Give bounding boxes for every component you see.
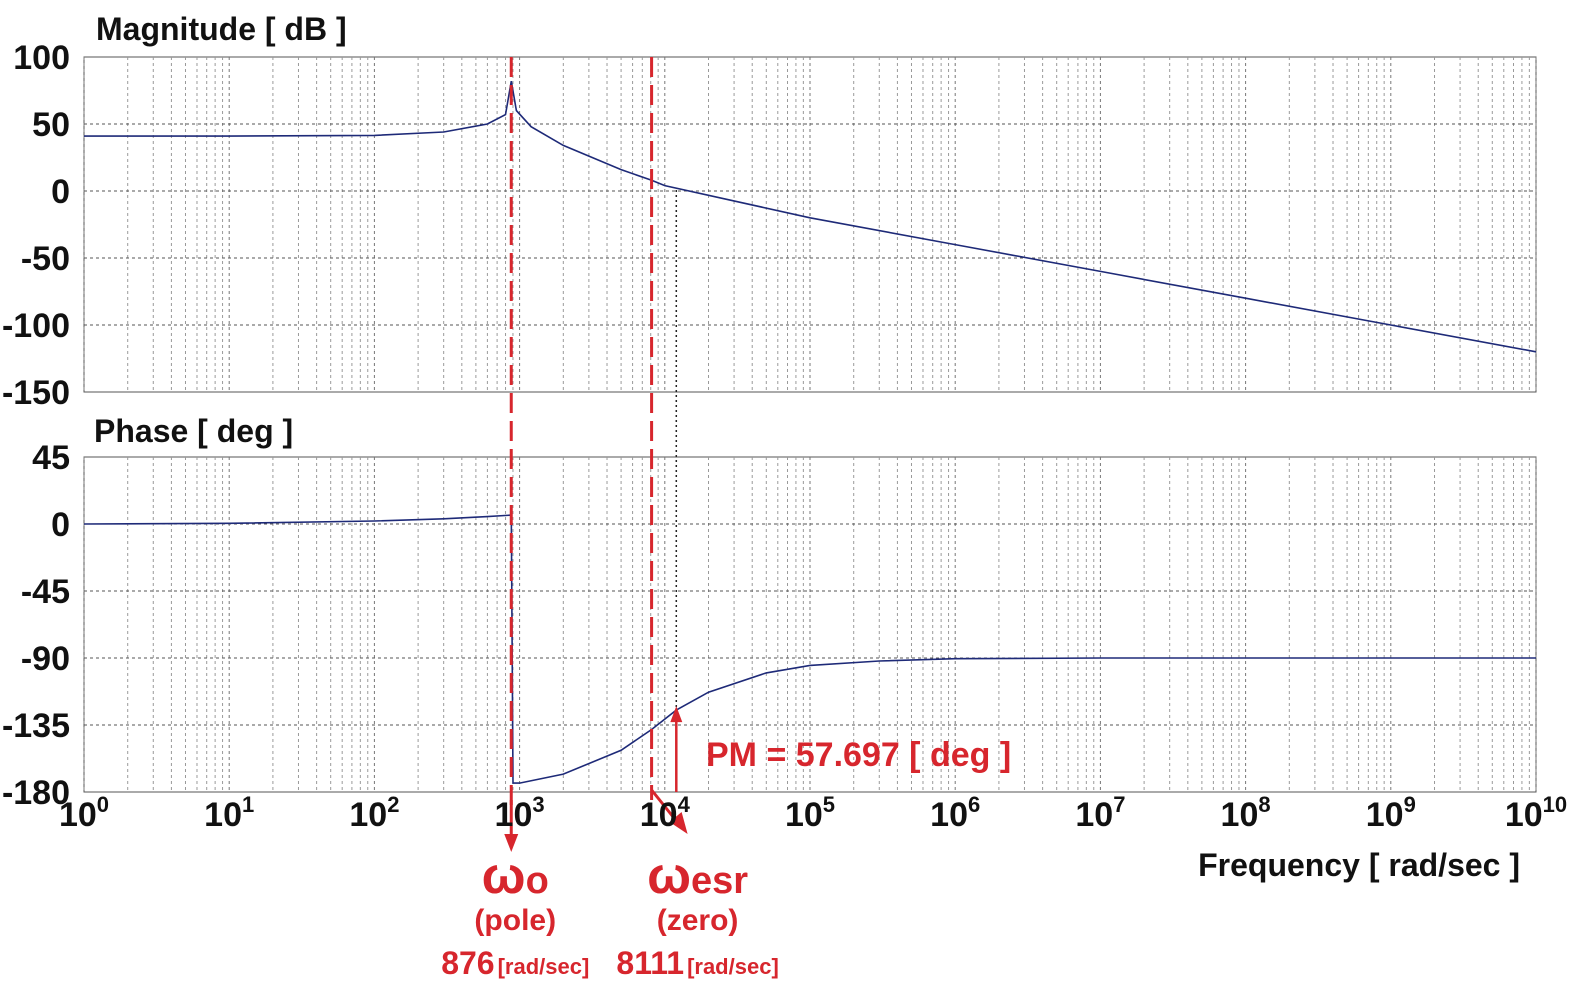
x-tick-base: 10: [1221, 796, 1259, 834]
zero-omega-symbol: ω: [647, 847, 691, 905]
pole-omega-symbol: ω: [482, 847, 526, 905]
pole-value: 876: [441, 945, 494, 981]
grid-layer: [83, 56, 1537, 793]
phase-y-tick-label: -180: [2, 774, 70, 812]
x-tick-exponent: 1: [242, 792, 254, 817]
x-tick-base: 10: [930, 796, 968, 834]
x-tick-label: 104: [640, 792, 691, 834]
x-tick-exponent: 0: [97, 792, 109, 817]
x-tick-exponent: 4: [678, 792, 691, 817]
phase-series-line: [83, 514, 1536, 784]
x-tick-base: 10: [349, 796, 387, 834]
zero-value-label: 8111 [rad/sec]: [616, 945, 778, 981]
magnitude-y-tick-label: 0: [51, 173, 70, 211]
x-tick-base: 10: [59, 796, 97, 834]
zero-unit: [rad/sec]: [687, 954, 779, 979]
magnitude-series-line: [84, 80, 1537, 353]
x-tick-label: 103: [495, 792, 545, 834]
x-tick-label: 105: [785, 792, 835, 834]
phase-margin-label: PM = 57.697 [ deg ]: [706, 736, 1011, 774]
magnitude-y-tick-label: -150: [2, 374, 70, 412]
x-tick-exponent: 8: [1258, 792, 1270, 817]
x-tick-base: 10: [785, 796, 823, 834]
magnitude-y-tick-label: -100: [2, 307, 70, 345]
magnitude-y-tick-label: 50: [32, 106, 70, 144]
magnitude-y-tick-label: 100: [13, 39, 70, 77]
phase-title: Phase [ deg ]: [94, 413, 293, 449]
text-layer: Magnitude [ dB ] Phase [ deg ] Frequency…: [2, 11, 1567, 981]
magnitude-y-tick-label: -50: [21, 240, 70, 278]
zero-value: 8111: [616, 945, 684, 981]
x-tick-label: 1010: [1505, 792, 1567, 834]
pole-omega-label: ωo: [482, 847, 549, 905]
x-tick-base: 10: [1075, 796, 1113, 834]
x-tick-exponent: 6: [968, 792, 980, 817]
x-tick-base: 10: [1366, 796, 1404, 834]
pole-description: (pole): [474, 904, 556, 937]
zero-omega-subscript: esr: [691, 860, 748, 902]
pole-omega-subscript: o: [526, 860, 549, 902]
phase-y-tick-label: -45: [21, 573, 70, 611]
zero-omega-label: ωesr: [647, 847, 748, 905]
x-tick-base: 10: [204, 796, 242, 834]
x-tick-exponent: 9: [1404, 792, 1416, 817]
x-tick-label: 100: [59, 792, 109, 834]
x-tick-label: 106: [930, 792, 980, 834]
annotation-layer: [504, 57, 688, 852]
magnitude-title: Magnitude [ dB ]: [96, 11, 347, 47]
pole-value-label: 876 [rad/sec]: [441, 945, 589, 981]
x-tick-label: 102: [349, 792, 399, 834]
phase-y-tick-label: 0: [51, 506, 70, 544]
zero-arrow-head: [669, 812, 688, 834]
x-tick-base: 10: [1505, 796, 1543, 834]
x-tick-label: 107: [1075, 792, 1125, 834]
zero-arrow-shaft: [650, 789, 677, 821]
pole-arrow-head: [504, 834, 519, 852]
x-tick-exponent: 2: [387, 792, 399, 817]
pole-unit: [rad/sec]: [498, 954, 590, 979]
x-tick-base: 10: [495, 796, 533, 834]
pm-arrow-head: [670, 706, 683, 723]
zero-description: (zero): [657, 904, 739, 937]
x-axis-label: Frequency [ rad/sec ]: [1198, 847, 1520, 883]
phase-y-tick-label: 45: [32, 439, 70, 477]
phase-y-tick-label: -90: [21, 640, 70, 678]
curve-layer: [83, 80, 1537, 784]
x-tick-label: 108: [1221, 792, 1271, 834]
phase-y-tick-label: -135: [2, 707, 70, 745]
x-tick-label: 101: [204, 792, 254, 834]
x-tick-exponent: 7: [1113, 792, 1125, 817]
x-tick-base: 10: [640, 796, 678, 834]
x-tick-exponent: 10: [1543, 792, 1567, 817]
x-tick-label: 109: [1366, 792, 1416, 834]
x-tick-exponent: 5: [823, 792, 835, 817]
x-tick-exponent: 3: [532, 792, 544, 817]
